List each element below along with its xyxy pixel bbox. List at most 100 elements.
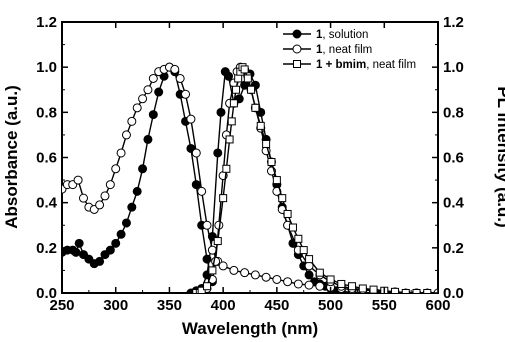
data-point	[95, 200, 105, 210]
legend-label-bold: 1 + bmim	[316, 59, 366, 71]
series-line	[62, 66, 214, 282]
legend-label: 1, solution	[316, 29, 368, 41]
data-point	[305, 255, 314, 264]
data-point	[203, 282, 212, 291]
x-tick-label: 500	[318, 297, 343, 314]
data-point	[423, 289, 432, 293]
data-point	[272, 176, 281, 185]
data-point	[247, 85, 256, 94]
data-point	[294, 234, 303, 243]
data-point	[304, 280, 314, 290]
data-point	[251, 103, 260, 112]
data-point	[222, 164, 231, 173]
data-point	[240, 65, 249, 74]
data-point	[369, 285, 378, 293]
data-point	[71, 247, 81, 257]
data-point	[95, 256, 105, 266]
data-point	[240, 268, 250, 278]
data-point	[401, 289, 410, 293]
y-tick-label-left: 0.4	[36, 195, 58, 212]
data-point	[105, 180, 115, 190]
y-tick-label-left: 0.0	[36, 285, 57, 302]
data-point	[278, 194, 287, 203]
data-point	[186, 114, 196, 124]
legend-marker	[292, 29, 302, 39]
legend-item: 1, solution	[283, 29, 368, 41]
data-point	[121, 218, 131, 228]
legend-label-bold: 1	[316, 29, 323, 41]
y-tick-label-right: 1.0	[443, 59, 464, 76]
data-point	[121, 130, 131, 140]
data-point	[143, 85, 153, 95]
data-point	[304, 270, 314, 280]
y-tick-label-right: 0.4	[443, 195, 465, 212]
x-axis-title: Wavelength (nm)	[182, 319, 318, 338]
legend-label-rest: , solution	[322, 29, 368, 41]
data-point	[391, 287, 400, 293]
data-point	[100, 191, 110, 201]
data-point	[358, 284, 367, 293]
data-point	[315, 268, 324, 277]
x-tick-label: 550	[372, 297, 397, 314]
data-point	[148, 110, 158, 120]
data-point	[111, 164, 121, 174]
data-point	[250, 270, 260, 280]
x-tick-label: 300	[103, 297, 128, 314]
legend-label-bold: 1	[316, 44, 323, 56]
data-point	[132, 186, 142, 196]
data-point	[219, 194, 228, 203]
y-tick-label-left: 1.2	[36, 14, 57, 31]
series-2	[62, 62, 438, 293]
data-point	[272, 274, 282, 284]
x-tick-label: 450	[264, 297, 289, 314]
data-point	[197, 286, 206, 293]
data-point	[202, 220, 212, 230]
y-tick-label-right: 0.0	[443, 285, 464, 302]
data-point	[191, 180, 201, 190]
y-axis-left-title: Absorbance (a.u.)	[2, 85, 21, 229]
data-point	[116, 229, 126, 239]
data-point	[191, 148, 201, 158]
data-point	[175, 73, 185, 83]
data-point	[337, 279, 346, 288]
y-tick-label-right: 0.2	[443, 240, 464, 257]
data-point	[229, 265, 239, 275]
y-tick-label-right: 0.8	[443, 104, 464, 121]
data-point	[262, 139, 271, 148]
data-point	[229, 99, 238, 108]
data-point	[213, 237, 222, 246]
data-point	[211, 256, 221, 266]
data-point	[283, 209, 292, 218]
data-point	[288, 223, 297, 232]
data-point	[127, 202, 137, 212]
y-tick-label-right: 1.2	[443, 14, 464, 31]
data-point	[224, 71, 234, 81]
data-point	[116, 148, 126, 158]
data-point	[181, 89, 191, 99]
data-point	[154, 87, 164, 97]
data-point	[127, 116, 137, 126]
legend-label-rest: , neat film	[322, 44, 372, 56]
data-point	[111, 238, 121, 248]
data-point	[261, 272, 271, 282]
legend-label: 1 + bmim, neat film	[316, 59, 416, 71]
data-point	[256, 121, 265, 130]
legend-item: 1 + bmim, neat film	[283, 59, 416, 71]
x-tick-label: 400	[211, 297, 236, 314]
y-tick-label-right: 0.6	[443, 150, 464, 167]
data-point	[74, 238, 84, 248]
data-point	[143, 134, 153, 144]
data-point	[218, 261, 228, 271]
data-point	[433, 288, 438, 293]
data-point	[299, 246, 308, 255]
series-0	[62, 62, 217, 287]
y-tick-label-left: 0.2	[36, 240, 57, 257]
data-point	[78, 193, 88, 203]
data-point	[227, 117, 236, 126]
legend-marker	[293, 60, 301, 68]
x-tick-label: 350	[157, 297, 182, 314]
data-point	[216, 107, 226, 117]
